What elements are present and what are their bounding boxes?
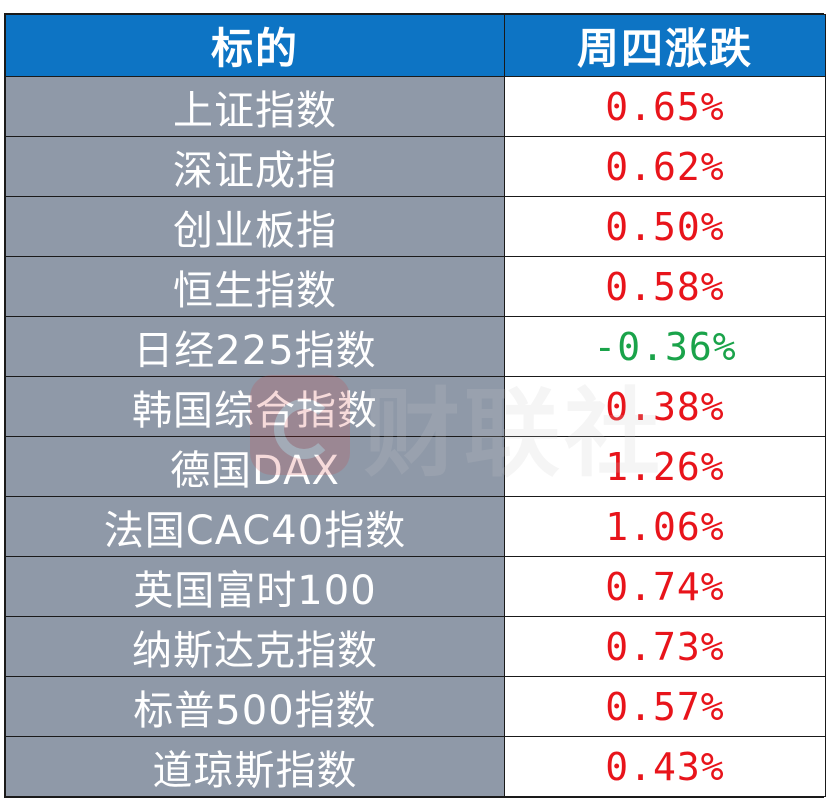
table-row: 德国DAX 1.26%	[5, 436, 826, 497]
index-name-cell: 英国富时100	[5, 556, 505, 617]
table-row: 创业板指 0.50%	[5, 196, 826, 257]
index-name-cell: 纳斯达克指数	[5, 616, 505, 677]
change-value-cell: -0.36%	[504, 316, 826, 377]
header-row: 标的 周四涨跌	[5, 14, 826, 77]
table-row: 深证成指 0.62%	[5, 136, 826, 197]
change-value-cell: 0.62%	[504, 136, 826, 197]
table-row: 日经225指数 -0.36%	[5, 316, 826, 377]
table-row: 标普500指数 0.57%	[5, 676, 826, 737]
table-row: 法国CAC40指数 1.06%	[5, 496, 826, 557]
index-name-cell: 标普500指数	[5, 676, 505, 737]
table-row: 纳斯达克指数 0.73%	[5, 616, 826, 677]
table-row: 上证指数 0.65%	[5, 76, 826, 137]
index-name-cell: 道琼斯指数	[5, 736, 505, 797]
change-value-cell: 0.58%	[504, 256, 826, 317]
index-name-cell: 日经225指数	[5, 316, 505, 377]
change-value-cell: 0.73%	[504, 616, 826, 677]
header-target: 标的	[5, 14, 505, 77]
change-value-cell: 0.65%	[504, 76, 826, 137]
index-name-cell: 德国DAX	[5, 436, 505, 497]
change-value-cell: 0.50%	[504, 196, 826, 257]
index-name-cell: 创业板指	[5, 196, 505, 257]
index-name-cell: 法国CAC40指数	[5, 496, 505, 557]
header-thursday-change: 周四涨跌	[504, 14, 826, 77]
table-row: 韩国综合指数 0.38%	[5, 376, 826, 437]
change-value-cell: 0.57%	[504, 676, 826, 737]
index-name-cell: 上证指数	[5, 76, 505, 137]
index-change-table: 标的 周四涨跌 上证指数 0.65% 深证成指 0.62% 创业板指 0.50% 恒生指数 0…	[4, 13, 826, 798]
table-row: 道琼斯指数 0.43%	[5, 736, 826, 797]
table-row: 英国富时100 0.74%	[5, 556, 826, 617]
change-value-cell: 0.74%	[504, 556, 826, 617]
change-value-cell: 1.26%	[504, 436, 826, 497]
index-name-cell: 恒生指数	[5, 256, 505, 317]
change-value-cell: 1.06%	[504, 496, 826, 557]
table-row: 恒生指数 0.58%	[5, 256, 826, 317]
index-name-cell: 韩国综合指数	[5, 376, 505, 437]
change-value-cell: 0.38%	[504, 376, 826, 437]
change-value-cell: 0.43%	[504, 736, 826, 797]
index-name-cell: 深证成指	[5, 136, 505, 197]
